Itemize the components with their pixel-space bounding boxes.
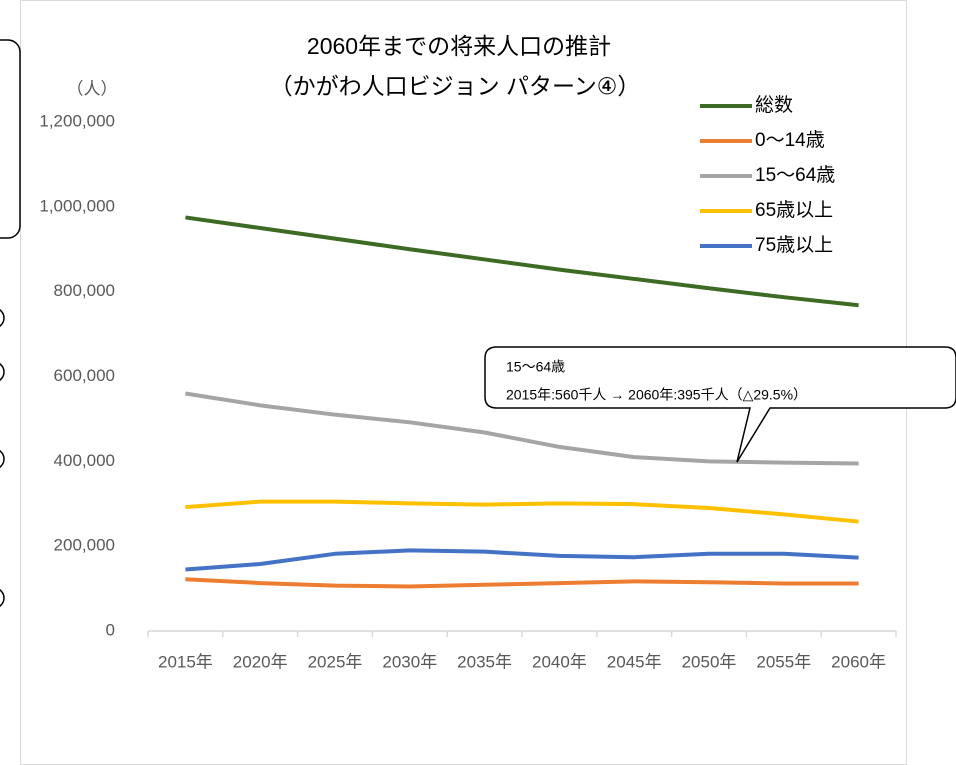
x-tick-label: 2050年 <box>682 652 737 671</box>
y-tick-label: 1,000,000 <box>39 196 115 215</box>
series-line <box>185 215 859 308</box>
x-tick-label: 2035年 <box>457 652 512 671</box>
x-tick-label: 2030年 <box>382 652 437 671</box>
side-shape <box>0 309 5 327</box>
y-axis-label: （人） <box>67 79 118 98</box>
x-tick-label: 2045年 <box>607 652 662 671</box>
legend-label: 0〜14歳 <box>755 129 825 151</box>
series-line <box>185 391 859 466</box>
chart-subtitle: （かがわ人口ビジョン パターン④） <box>270 73 641 99</box>
callout: 15〜64歳 2015年:560千人 → 2060年:395千人（△29.5%） <box>484 346 956 463</box>
x-tick-label: 2015年 <box>158 652 213 671</box>
x-tick-label: 2025年 <box>308 652 363 671</box>
y-tick-label: 0 <box>106 620 115 639</box>
legend-label: 75歳以上 <box>755 234 833 256</box>
x-tick-label: 2055年 <box>756 652 811 671</box>
callout-box <box>484 346 956 463</box>
legend-label: 総数 <box>755 94 793 116</box>
callout-text: 15〜64歳 <box>506 359 565 375</box>
y-tick-label: 400,000 <box>54 451 115 470</box>
x-tick-label: 2040年 <box>532 652 587 671</box>
y-tick-label: 800,000 <box>54 281 115 300</box>
y-tick-label: 600,000 <box>54 366 115 385</box>
legend-label: 15〜64歳 <box>755 164 835 186</box>
legend-label: 65歳以上 <box>755 199 833 221</box>
y-tick-label: 1,200,000 <box>39 111 115 130</box>
chart-title: 2060年までの将来人口の推計 <box>307 33 611 59</box>
series-line <box>185 577 859 589</box>
series-line <box>185 548 859 572</box>
side-shape <box>0 589 5 607</box>
side-shape <box>0 39 21 239</box>
x-tick-label: 2020年 <box>233 652 288 671</box>
series-line <box>185 499 859 524</box>
y-tick-label: 200,000 <box>54 536 115 555</box>
callout-text: 2015年:560千人 → 2060年:395千人（△29.5%） <box>506 387 807 403</box>
x-tick-label: 2060年 <box>831 652 886 671</box>
side-shape <box>0 450 5 468</box>
side-shape <box>0 363 5 381</box>
